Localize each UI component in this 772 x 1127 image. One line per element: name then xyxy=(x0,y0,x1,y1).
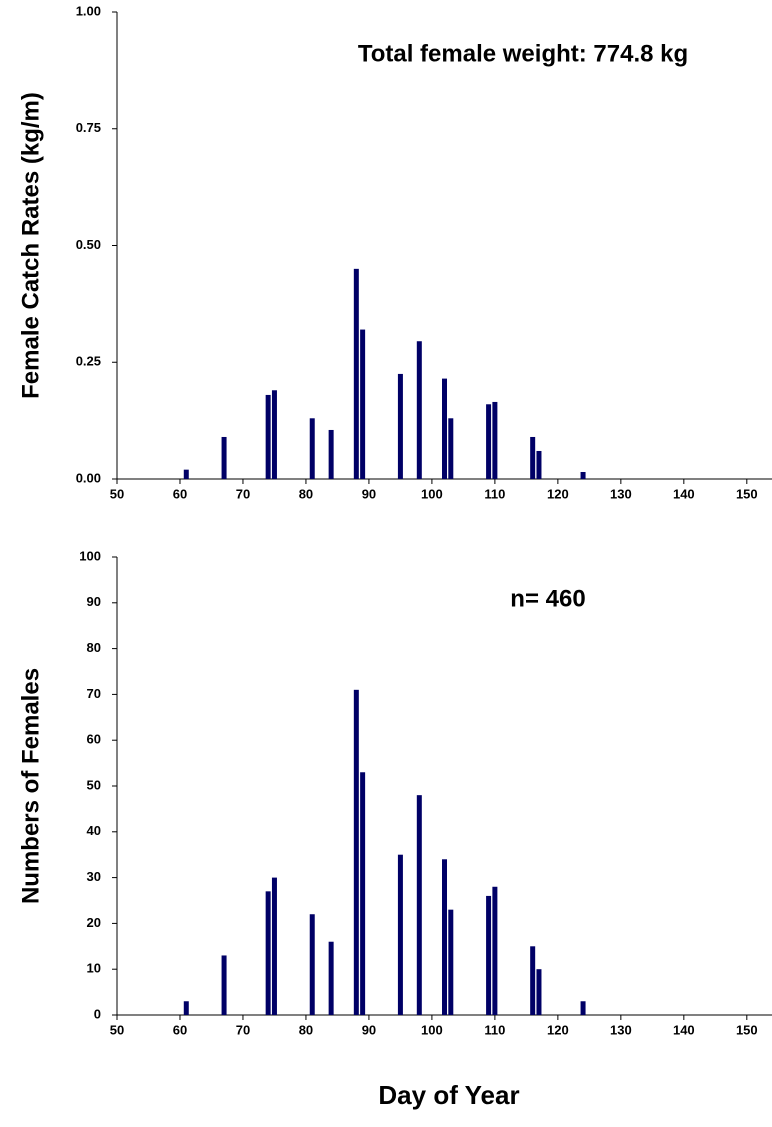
bar xyxy=(360,329,366,479)
bar xyxy=(397,854,403,1015)
x-tick-label: 70 xyxy=(236,1022,250,1037)
bar xyxy=(221,955,227,1015)
y-tick-label: 0.00 xyxy=(76,470,101,485)
bar xyxy=(265,394,271,479)
y-tick-label: 20 xyxy=(87,915,101,930)
y-tick-label: 90 xyxy=(87,594,101,609)
y-tick-label: 80 xyxy=(87,640,101,655)
bar xyxy=(486,404,492,479)
bar xyxy=(416,341,422,479)
bar xyxy=(271,390,277,479)
x-tick-label: 130 xyxy=(610,486,632,501)
x-tick-label: 100 xyxy=(421,486,443,501)
x-tick-label: 150 xyxy=(736,486,758,501)
bar xyxy=(328,941,334,1015)
bar xyxy=(580,1001,586,1015)
bar xyxy=(221,436,227,479)
x-axis-title: Day of Year xyxy=(378,1080,519,1110)
bar xyxy=(448,418,454,479)
bar xyxy=(442,859,447,1015)
x-tick-label: 130 xyxy=(610,1022,632,1037)
x-tick-label: 70 xyxy=(236,486,250,501)
bar xyxy=(492,886,498,1015)
bar xyxy=(536,450,542,479)
x-tick-label: 90 xyxy=(362,1022,376,1037)
x-tick-label: 80 xyxy=(299,486,313,501)
bar xyxy=(448,909,454,1015)
y-tick-label: 0.25 xyxy=(76,354,101,369)
annotation: n= 460 xyxy=(510,585,585,612)
x-tick-label: 140 xyxy=(673,486,695,501)
y-tick-label: 40 xyxy=(87,823,101,838)
annotation: Total female weight: 774.8 kg xyxy=(358,40,688,67)
bar xyxy=(530,436,536,479)
bar xyxy=(580,471,586,479)
x-tick-label: 80 xyxy=(299,1022,313,1037)
bar xyxy=(416,795,422,1015)
x-tick-label: 100 xyxy=(421,1022,443,1037)
bar xyxy=(271,877,277,1015)
x-tick-label: 150 xyxy=(736,1022,758,1037)
bar xyxy=(328,429,334,479)
bar xyxy=(309,914,315,1015)
y-tick-label: 10 xyxy=(87,961,101,976)
y-tick-label: 70 xyxy=(87,686,101,701)
y-axis-title: Female Catch Rates (kg/m) xyxy=(17,92,44,399)
y-tick-label: 60 xyxy=(87,732,101,747)
bar xyxy=(492,401,498,479)
x-tick-label: 110 xyxy=(484,1022,505,1037)
bar xyxy=(536,969,542,1015)
bar xyxy=(353,689,359,1015)
x-tick-label: 110 xyxy=(484,486,505,501)
x-tick-label: 120 xyxy=(547,1022,569,1037)
y-tick-label: 0.75 xyxy=(76,120,101,135)
y-tick-label: 50 xyxy=(87,777,101,792)
bar xyxy=(360,772,366,1015)
x-tick-label: 120 xyxy=(547,486,569,501)
bar xyxy=(486,895,492,1015)
y-tick-label: 1.00 xyxy=(76,3,101,18)
x-tick-label: 60 xyxy=(173,1022,187,1037)
x-tick-label: 50 xyxy=(110,1022,124,1037)
bar xyxy=(353,268,359,479)
y-tick-label: 100 xyxy=(79,548,101,563)
bar xyxy=(309,418,315,479)
x-tick-label: 60 xyxy=(173,486,187,501)
bar xyxy=(397,373,403,479)
y-tick-label: 0.50 xyxy=(76,237,101,252)
x-tick-label: 50 xyxy=(110,486,124,501)
x-tick-label: 90 xyxy=(362,486,376,501)
y-axis-title: Numbers of Females xyxy=(17,668,44,904)
bar xyxy=(530,946,536,1015)
bar xyxy=(183,469,189,479)
bar xyxy=(265,891,271,1015)
bar xyxy=(442,378,447,479)
x-tick-label: 140 xyxy=(673,1022,695,1037)
y-tick-label: 30 xyxy=(87,869,101,884)
y-tick-label: 0 xyxy=(94,1006,101,1021)
bar xyxy=(183,1001,189,1015)
